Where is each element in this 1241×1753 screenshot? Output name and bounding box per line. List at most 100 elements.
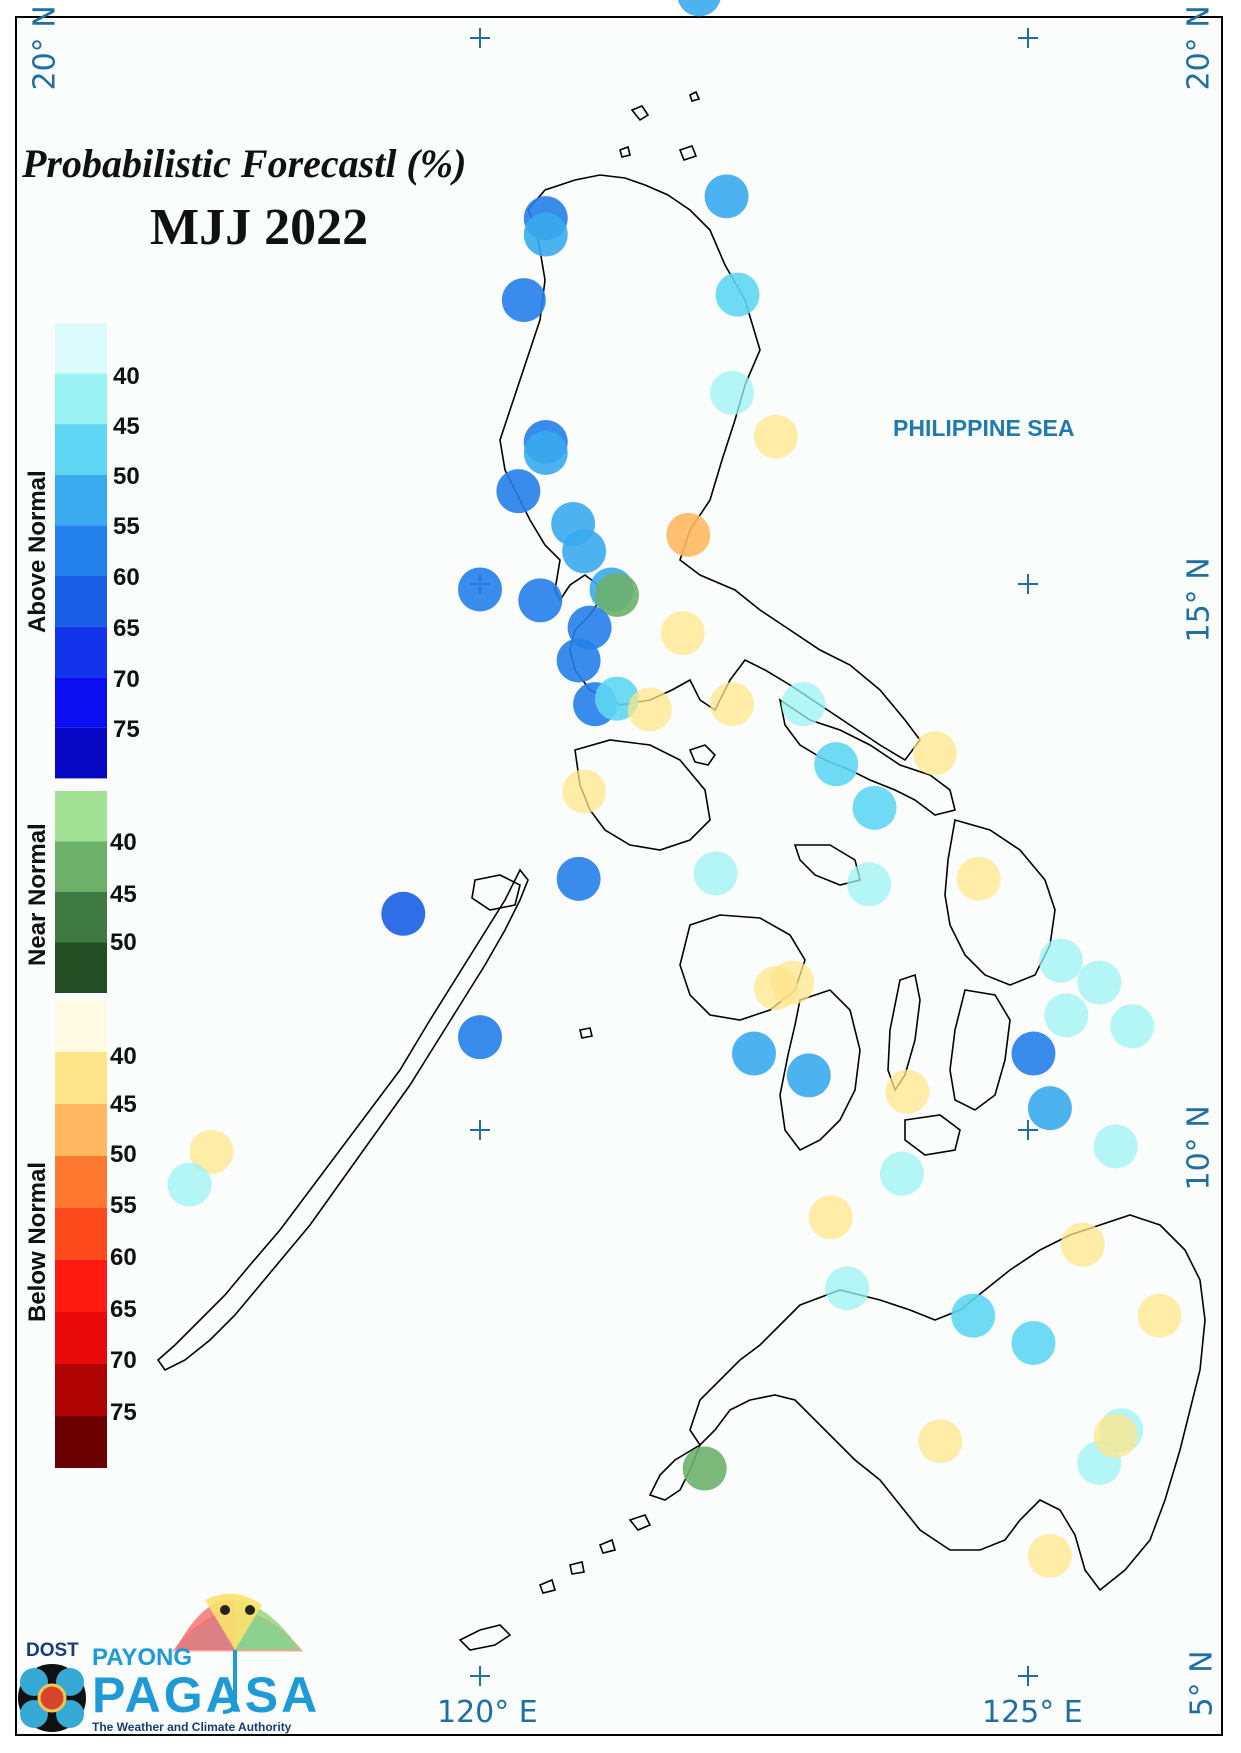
payong-logo-text: PAYONG [92,1644,193,1671]
negros-coast [779,989,861,1152]
legend-tick-below-55: 55 [110,1192,137,1219]
graticule-cross [470,1120,490,1140]
lon-label-120: 120° E [437,1695,538,1730]
busuanga-coast [471,874,521,911]
station-dot [1044,993,1089,1038]
legend-near-segment [55,892,107,943]
station-dot [458,567,502,612]
legend-below-segment [55,1156,107,1208]
graticule-cross [1018,1120,1038,1140]
legend-above-segment [55,677,107,728]
graticule-cross [1018,28,1038,48]
legend-category-below: Below Normal [24,1161,51,1322]
station-dot [381,891,426,936]
legend-below-segment [55,1312,107,1364]
station-dot [189,1129,234,1174]
station-dot [704,174,749,219]
graticule-crosses [470,28,1038,1686]
lat-label-left-20: 20° N [27,5,63,91]
legend-tick-above-55: 55 [113,513,140,540]
legend-near-segment [55,841,107,892]
legend-tick-near-50: 50 [110,929,137,956]
station-dot [1077,960,1122,1005]
pagasa-logo-text: PAGASA [92,1667,321,1723]
station-dot [781,682,826,727]
station-dot [1027,1086,1072,1131]
station-dot [885,1069,930,1114]
legend-tick-below-50: 50 [110,1141,137,1168]
bohol-coast [904,1114,961,1156]
legend-below-segment [55,1052,107,1104]
station-dot [1110,1004,1155,1049]
legend-tick-below-40: 40 [110,1043,137,1070]
station-dot [847,862,892,907]
station-dot [786,1053,831,1098]
legend-above-segment [55,576,107,627]
station-dot [1060,1222,1105,1267]
lat-label-right-15: 15° N [1181,557,1217,643]
station-dot [825,1266,870,1311]
map-subtitle-period: MJJ 2022 [150,199,369,256]
station-dot [912,731,957,776]
marinduque-coast [688,744,717,766]
station-dot [1093,1124,1138,1169]
legend-below-segment [55,1208,107,1260]
station-dot [562,769,607,814]
station-dot [732,1031,776,1076]
station-dot [518,578,563,623]
legend-above-segment [55,424,107,475]
station-dot [951,1293,996,1338]
philippines-coastline [156,90,1206,1651]
station-dot [710,370,755,415]
tawi-tawi-coast [458,1624,512,1651]
station-dot [808,1195,853,1240]
legend-tick-above-70: 70 [113,666,140,693]
payong-pagasa-logo-graphic [18,1593,304,1732]
legend-tick-below-70: 70 [110,1347,137,1374]
graticule-cross [470,1666,490,1686]
lon-label-125: 125° E [982,1695,1083,1730]
mindanao-coast [689,1214,1206,1592]
dost-logo-text: DOST [26,1640,79,1661]
sulu-islands [538,1514,652,1594]
station-dot [715,272,760,317]
graticule-cross [470,28,490,48]
station-dot [167,1162,212,1207]
samar-coast [944,818,1056,986]
legend-below-segment [55,1260,107,1312]
legend-category-above: Above Normal [24,470,51,633]
legend-below-segment [55,1416,107,1468]
station-dot [627,687,672,732]
station-dot [660,611,705,656]
station-dot [710,682,755,727]
legend-tick-below-65: 65 [110,1296,137,1323]
station-dot [523,430,568,475]
station-dot [753,966,798,1011]
station-dot [496,469,541,514]
graticule-cross [1018,574,1038,594]
station-dot [814,742,859,787]
legend-tick-near-40: 40 [110,829,137,856]
station-dot [595,572,639,617]
station-dot [753,414,798,459]
pagasa-tagline: The Weather and Climate Authority [92,1720,292,1734]
station-dot [1038,938,1083,983]
legend-above-segment [55,727,107,779]
station-dot [1011,1320,1056,1365]
babuyan-coast [619,145,698,161]
legend-category-near: Near Normal [24,823,51,966]
lat-label-right-5: 5° N [1184,1650,1220,1717]
station-dot [1137,1293,1182,1338]
legend-tick-above-50: 50 [113,463,140,490]
legend-below-segment [55,1364,107,1416]
station-dot [1027,1533,1072,1578]
legend-below-segment [55,1104,107,1156]
legend-tick-below-75: 75 [110,1399,137,1426]
station-dot [918,1419,963,1464]
station-dot [666,512,711,557]
station-dots [167,0,1182,1578]
sea-label: PHILIPPINE SEA [893,415,1075,441]
dost-emblem-icon [18,1664,86,1732]
lat-label-right-20: 20° N [1181,5,1217,91]
